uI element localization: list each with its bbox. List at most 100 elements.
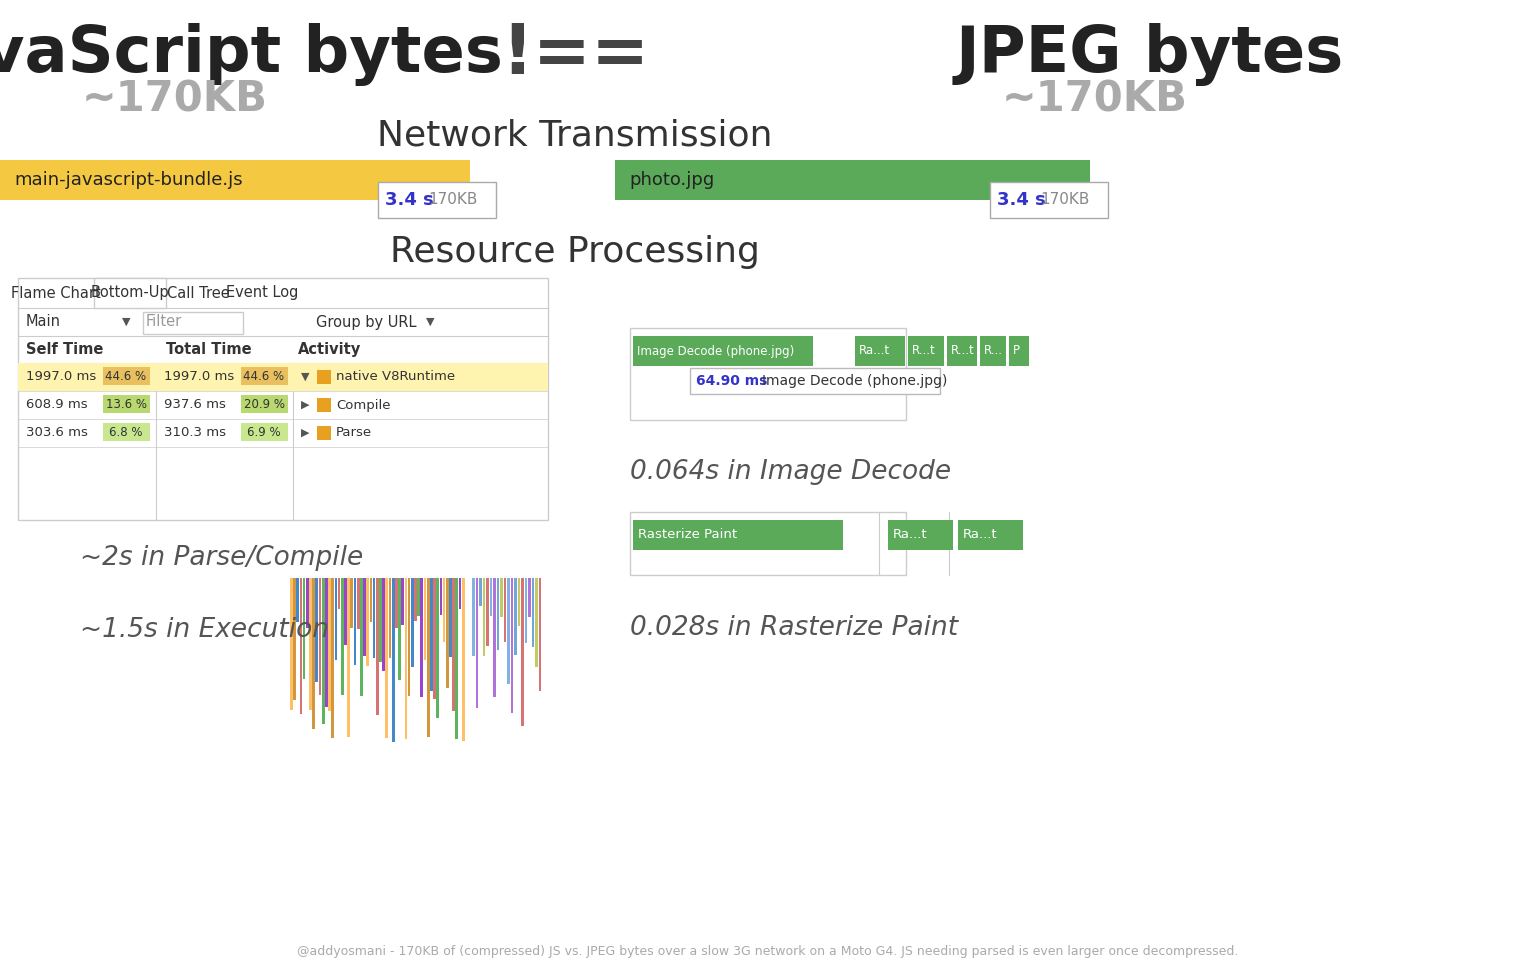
Text: Compile: Compile [336, 398, 390, 412]
Text: main-javascript-bundle.js: main-javascript-bundle.js [14, 171, 243, 189]
FancyBboxPatch shape [293, 578, 296, 700]
FancyBboxPatch shape [412, 578, 413, 667]
FancyBboxPatch shape [424, 578, 427, 660]
FancyBboxPatch shape [439, 578, 442, 615]
Text: 6.9 %: 6.9 % [247, 426, 281, 439]
FancyBboxPatch shape [690, 368, 940, 394]
FancyBboxPatch shape [300, 578, 303, 714]
FancyBboxPatch shape [296, 578, 300, 622]
Text: ~170KB: ~170KB [81, 79, 267, 121]
FancyBboxPatch shape [392, 578, 395, 742]
FancyBboxPatch shape [493, 578, 496, 697]
FancyBboxPatch shape [335, 578, 338, 660]
FancyBboxPatch shape [315, 578, 318, 682]
Text: 608.9 ms: 608.9 ms [26, 398, 88, 412]
FancyBboxPatch shape [309, 578, 312, 710]
FancyBboxPatch shape [633, 520, 843, 550]
FancyBboxPatch shape [379, 578, 382, 662]
Text: Rasterize Paint: Rasterize Paint [637, 529, 737, 542]
Text: ~170KB: ~170KB [1001, 79, 1187, 121]
Text: @addyosmani - 170KB of (compressed) JS vs. JPEG bytes over a slow 3G network on : @addyosmani - 170KB of (compressed) JS v… [298, 946, 1238, 958]
FancyBboxPatch shape [430, 578, 433, 691]
Text: ▶: ▶ [301, 400, 309, 410]
FancyBboxPatch shape [948, 336, 977, 366]
FancyBboxPatch shape [496, 578, 499, 650]
Text: 44.6 %: 44.6 % [243, 370, 284, 384]
Text: 3.4 s: 3.4 s [997, 191, 1046, 209]
Text: Ra...t: Ra...t [859, 344, 891, 358]
FancyBboxPatch shape [888, 520, 952, 550]
FancyBboxPatch shape [445, 578, 449, 688]
FancyBboxPatch shape [427, 578, 430, 737]
FancyBboxPatch shape [524, 578, 527, 643]
FancyBboxPatch shape [362, 578, 366, 656]
FancyBboxPatch shape [421, 578, 422, 697]
FancyBboxPatch shape [306, 578, 309, 628]
FancyBboxPatch shape [0, 160, 470, 200]
Text: 0.064s in Image Decode: 0.064s in Image Decode [630, 459, 951, 485]
Text: Filter: Filter [146, 314, 183, 330]
FancyBboxPatch shape [373, 578, 375, 658]
FancyBboxPatch shape [389, 578, 392, 658]
Text: P: P [1014, 344, 1020, 358]
Text: photo.jpg: photo.jpg [630, 171, 714, 189]
FancyBboxPatch shape [332, 578, 333, 738]
FancyBboxPatch shape [433, 578, 436, 699]
Text: Ra...t: Ra...t [892, 529, 928, 542]
FancyBboxPatch shape [350, 578, 353, 628]
FancyBboxPatch shape [353, 578, 356, 665]
FancyBboxPatch shape [323, 578, 324, 724]
FancyBboxPatch shape [401, 578, 404, 625]
FancyBboxPatch shape [476, 578, 479, 708]
Text: ▼: ▼ [301, 372, 309, 382]
FancyBboxPatch shape [376, 578, 378, 715]
FancyBboxPatch shape [436, 578, 439, 718]
Text: JavaScript bytes: JavaScript bytes [0, 23, 504, 86]
FancyBboxPatch shape [94, 278, 166, 308]
FancyBboxPatch shape [482, 578, 485, 656]
FancyBboxPatch shape [504, 578, 507, 642]
Text: !==: !== [501, 21, 650, 89]
Text: 44.6 %: 44.6 % [106, 370, 146, 384]
FancyBboxPatch shape [316, 426, 330, 440]
FancyBboxPatch shape [958, 520, 1023, 550]
Text: 6.8 %: 6.8 % [109, 426, 143, 439]
FancyBboxPatch shape [290, 578, 293, 710]
FancyBboxPatch shape [318, 578, 321, 695]
FancyBboxPatch shape [407, 578, 410, 696]
FancyBboxPatch shape [356, 578, 359, 629]
Text: Parse: Parse [336, 426, 372, 439]
FancyBboxPatch shape [472, 578, 475, 656]
FancyBboxPatch shape [630, 328, 906, 420]
Text: native V8Runtime: native V8Runtime [336, 370, 455, 384]
FancyBboxPatch shape [103, 395, 151, 413]
FancyBboxPatch shape [479, 578, 482, 606]
Text: Self Time: Self Time [26, 342, 103, 357]
FancyBboxPatch shape [456, 578, 458, 739]
Text: 310.3 ms: 310.3 ms [164, 426, 226, 439]
FancyBboxPatch shape [418, 578, 419, 616]
FancyBboxPatch shape [370, 578, 372, 622]
Text: Image Decode (phone.jpg): Image Decode (phone.jpg) [762, 374, 948, 388]
FancyBboxPatch shape [614, 160, 1091, 200]
FancyBboxPatch shape [485, 578, 488, 646]
Text: Network Transmission: Network Transmission [378, 118, 773, 152]
FancyBboxPatch shape [1009, 336, 1029, 366]
FancyBboxPatch shape [241, 367, 289, 385]
Text: Call Tree: Call Tree [166, 285, 229, 301]
Text: R...: R... [985, 344, 1003, 358]
FancyBboxPatch shape [539, 578, 542, 691]
Text: Main: Main [26, 314, 61, 330]
FancyBboxPatch shape [518, 578, 521, 626]
FancyBboxPatch shape [329, 578, 330, 711]
FancyBboxPatch shape [378, 182, 496, 218]
FancyBboxPatch shape [312, 578, 315, 729]
Text: ▼: ▼ [425, 317, 435, 327]
FancyBboxPatch shape [633, 336, 813, 366]
Text: JPEG bytes: JPEG bytes [955, 23, 1344, 86]
Text: R...t: R...t [912, 344, 935, 358]
FancyBboxPatch shape [359, 578, 362, 696]
Text: Event Log: Event Log [226, 285, 298, 301]
Text: Flame Chart: Flame Chart [11, 285, 101, 301]
FancyBboxPatch shape [241, 423, 289, 441]
